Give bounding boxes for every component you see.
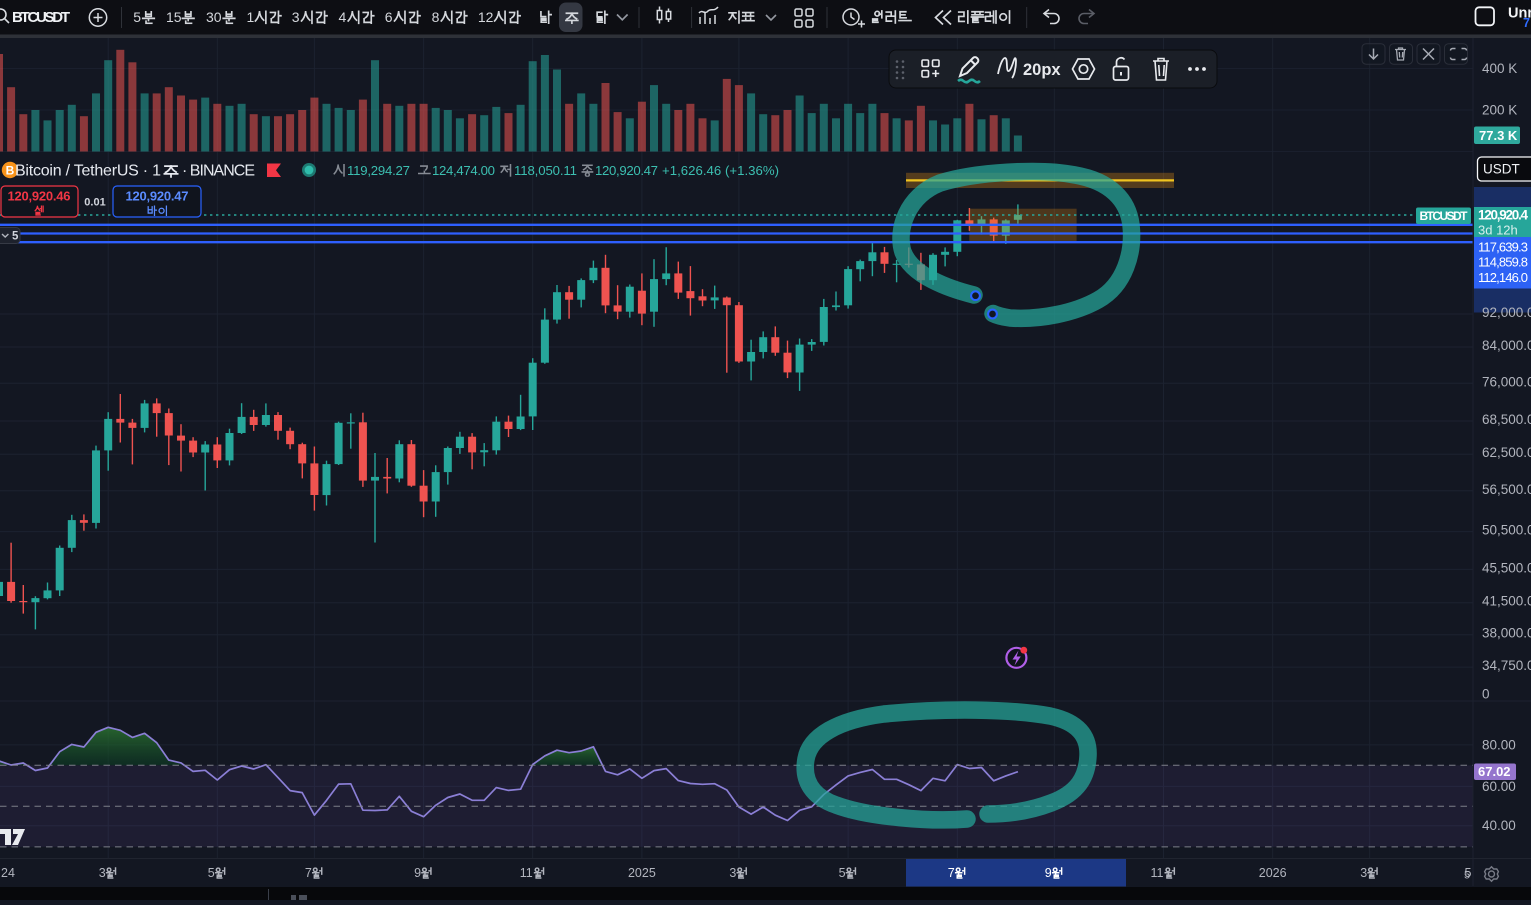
svg-text:2026: 2026: [1259, 866, 1287, 880]
svg-text:38,000.00: 38,000.00: [1482, 626, 1531, 641]
svg-text:112,146.0: 112,146.0: [1478, 270, 1528, 285]
svg-text:5: 5: [208, 866, 215, 880]
svg-text:11: 11: [520, 866, 533, 880]
svg-text:Bitcoin / TetherUS · 1: Bitcoin / TetherUS · 1: [15, 163, 161, 180]
svg-text:77.3 K: 77.3 K: [1479, 128, 1518, 143]
svg-text:117,639.3: 117,639.3: [1478, 239, 1528, 254]
svg-text:15: 15: [166, 9, 182, 25]
svg-text:1: 1: [247, 9, 255, 25]
svg-text:5: 5: [1465, 866, 1472, 880]
svg-text:60.00: 60.00: [1482, 779, 1516, 794]
svg-text:118,050.11: 118,050.11: [514, 163, 577, 178]
svg-text:67.02: 67.02: [1478, 764, 1511, 779]
svg-text:5: 5: [12, 231, 19, 243]
svg-text:120,920.46: 120,920.46: [8, 189, 71, 204]
svg-text:6: 6: [385, 9, 393, 25]
svg-text:0.01: 0.01: [84, 197, 105, 209]
svg-text:120,920.4: 120,920.4: [1478, 208, 1528, 223]
svg-text:9: 9: [1045, 866, 1052, 880]
svg-text:68,500.00: 68,500.00: [1482, 412, 1531, 427]
svg-text:USDT: USDT: [1483, 162, 1520, 177]
svg-text:80.00: 80.00: [1482, 737, 1516, 752]
svg-text:BTCUSDT: BTCUSDT: [12, 9, 70, 26]
svg-text:120,920.47: 120,920.47: [595, 163, 658, 178]
svg-text:41,500.00: 41,500.00: [1482, 594, 1531, 609]
svg-text:3: 3: [99, 866, 106, 880]
svg-text:3: 3: [292, 9, 300, 25]
svg-text:7: 7: [948, 866, 955, 880]
svg-text:30: 30: [206, 9, 222, 25]
svg-text:+1,626.46 (+1.36%): +1,626.46 (+1.36%): [662, 163, 779, 178]
svg-text:400 K: 400 K: [1482, 61, 1517, 76]
svg-text:119,294.27: 119,294.27: [347, 163, 410, 178]
svg-text:120,920.47: 120,920.47: [126, 189, 189, 204]
svg-text:0: 0: [1482, 687, 1490, 702]
svg-text:3: 3: [1360, 866, 1367, 880]
svg-text:200 K: 200 K: [1482, 103, 1517, 118]
svg-text:3d 12h: 3d 12h: [1478, 222, 1518, 237]
svg-text:40.00: 40.00: [1482, 818, 1516, 833]
svg-text:3: 3: [729, 866, 736, 880]
svg-text:12: 12: [478, 9, 494, 25]
svg-text:62,500.00: 62,500.00: [1482, 445, 1531, 460]
svg-text:84,000.00: 84,000.00: [1482, 338, 1531, 353]
svg-text:124,474.00: 124,474.00: [432, 163, 495, 178]
svg-text:7: 7: [305, 866, 312, 880]
svg-text:45,500.00: 45,500.00: [1482, 560, 1531, 575]
svg-text:8: 8: [432, 9, 440, 25]
svg-text:20px: 20px: [1023, 61, 1061, 79]
svg-text:9: 9: [414, 866, 421, 880]
svg-text:2025: 2025: [628, 866, 656, 880]
svg-text:76,000.00: 76,000.00: [1482, 374, 1531, 389]
svg-text:5: 5: [133, 9, 141, 25]
svg-text:34,750.00: 34,750.00: [1482, 658, 1531, 673]
svg-text:B: B: [6, 164, 15, 178]
svg-text:5: 5: [839, 866, 846, 880]
svg-text:BTCUSDT: BTCUSDT: [1420, 209, 1469, 223]
svg-text:114,859.8: 114,859.8: [1478, 255, 1528, 270]
svg-text:56,500.00: 56,500.00: [1482, 482, 1531, 497]
svg-text:· BINANCE: · BINANCE: [182, 163, 255, 180]
svg-text:4: 4: [339, 9, 347, 25]
svg-text:7: 7: [1523, 16, 1530, 30]
svg-text:50,500.00: 50,500.00: [1482, 523, 1531, 538]
svg-text:24: 24: [1, 866, 15, 880]
svg-text:11: 11: [1151, 866, 1164, 880]
svg-text:92,000.00: 92,000.00: [1482, 305, 1531, 320]
